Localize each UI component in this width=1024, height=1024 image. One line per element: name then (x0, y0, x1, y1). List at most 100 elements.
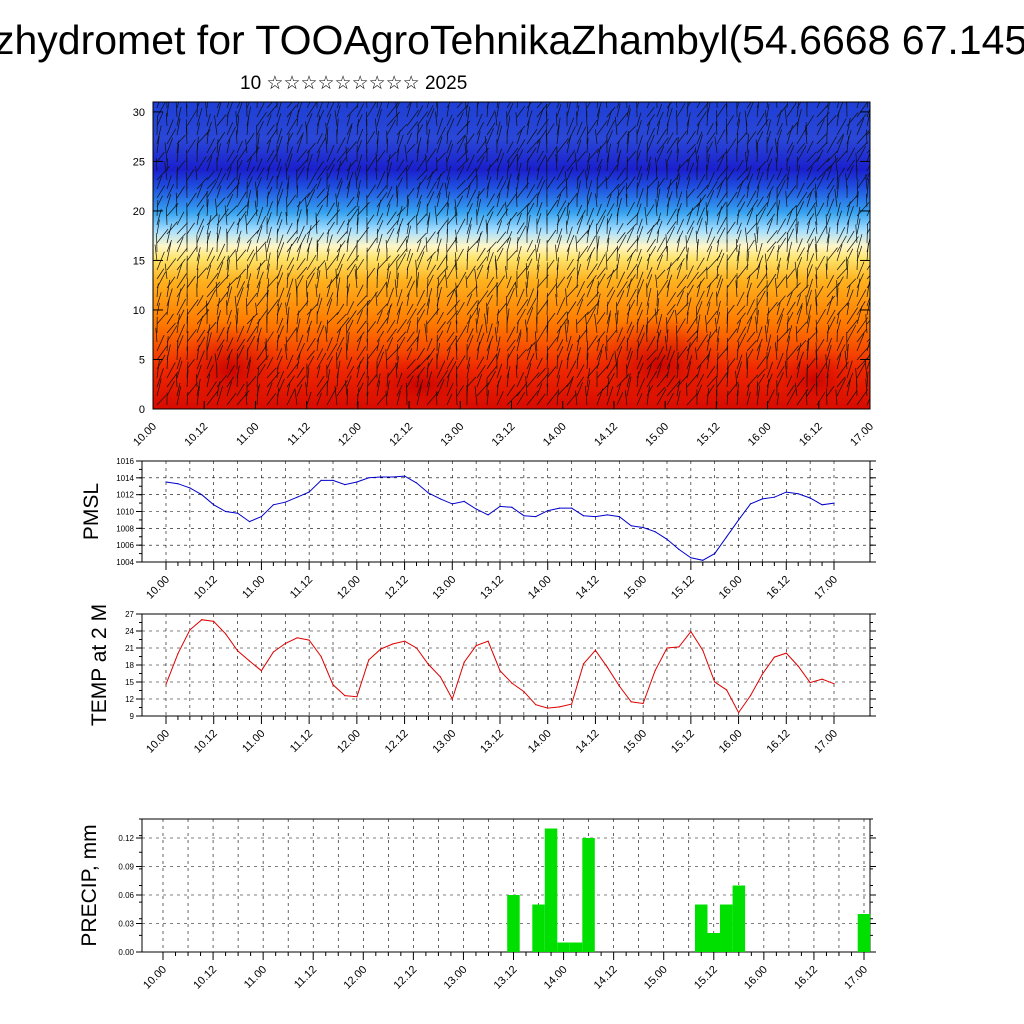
wind-vector (206, 255, 216, 271)
wind-vector (566, 377, 574, 397)
wind-vector (346, 264, 356, 280)
wind-vector (536, 176, 544, 190)
wind-vector (576, 104, 580, 118)
wind-vector (156, 358, 160, 379)
wind-vector (616, 102, 620, 109)
wind-vector (476, 102, 479, 109)
wind-vector (856, 251, 859, 271)
wind-vector (806, 269, 808, 289)
wind-vector (836, 170, 839, 190)
wind-vector (706, 245, 713, 262)
data-point (761, 673, 764, 675)
wind-vector (255, 144, 258, 163)
wind-vector (306, 267, 317, 280)
wind-vector (616, 189, 620, 208)
wind-vector (296, 366, 305, 379)
wind-vector (766, 246, 775, 262)
wind-vector (336, 104, 341, 118)
wind-vector (756, 243, 763, 262)
wind-vector (666, 292, 676, 307)
wind-vector (866, 129, 868, 145)
wind-vector (786, 388, 797, 406)
wind-vector (385, 390, 388, 406)
wind-vector (266, 278, 270, 298)
wind-vector (286, 375, 295, 388)
wind-vector (846, 230, 855, 244)
wind-vector (536, 107, 544, 127)
wind-vector (786, 385, 795, 397)
wind-vector (546, 146, 558, 163)
wind-vector (236, 160, 243, 172)
wind-vector (776, 392, 780, 406)
wind-vector (576, 270, 579, 289)
wind-vector (456, 218, 466, 235)
data-point (738, 712, 740, 714)
wind-vector (736, 133, 739, 154)
wind-vector (166, 242, 172, 262)
wind-vector (416, 213, 427, 226)
wind-vector (846, 319, 858, 334)
wind-vector (616, 310, 619, 325)
wind-vector (706, 227, 713, 244)
wind-vector (436, 248, 440, 262)
data-point (320, 479, 322, 481)
wind-vector (706, 132, 716, 145)
wind-vector (345, 380, 348, 397)
y-tick-label: 15 (125, 678, 134, 687)
wind-vector (766, 291, 768, 307)
wind-vector (666, 103, 670, 118)
wind-vector (676, 191, 683, 208)
wind-vector (426, 231, 436, 244)
wind-vector (176, 247, 188, 262)
wind-vector (806, 341, 810, 361)
wind-vector (856, 102, 860, 109)
wind-vector (226, 309, 232, 325)
wind-vector (206, 324, 211, 343)
data-point (559, 507, 561, 509)
wind-vector (646, 102, 650, 109)
wind-vector (526, 120, 530, 136)
wind-vector (406, 239, 408, 253)
wind-vector (676, 235, 681, 253)
wind-vector (616, 336, 626, 352)
wind-vector (576, 180, 581, 199)
wind-vector (516, 392, 525, 406)
wind-vector (296, 342, 305, 361)
wind-vector (175, 203, 178, 217)
wind-vector (496, 320, 500, 334)
wind-vector (526, 271, 529, 289)
wind-vector (336, 147, 349, 163)
wind-vector (756, 381, 758, 397)
wind-vector (566, 311, 569, 325)
data-point (833, 502, 835, 504)
wind-vector (656, 121, 661, 136)
wind-vector (836, 135, 844, 154)
wind-vector (646, 218, 661, 235)
wind-vector (506, 391, 521, 406)
wind-vector (626, 263, 638, 280)
wind-vector (276, 181, 283, 199)
wind-vector (336, 240, 346, 253)
wind-vector (326, 144, 335, 163)
wind-vector (606, 310, 612, 325)
x-tick-label: 10.12 (182, 421, 210, 449)
wind-vector (856, 379, 858, 397)
wind-vector (246, 249, 255, 262)
wind-vector (706, 292, 714, 307)
wind-vector (805, 121, 808, 136)
data-point (308, 639, 310, 641)
wind-vector (746, 360, 749, 379)
wind-vector (406, 194, 409, 208)
wind-vector (206, 264, 212, 280)
wind-vector (796, 303, 803, 316)
wind-vector (726, 138, 737, 154)
wind-vector (806, 253, 815, 271)
wind-vector (774, 138, 778, 154)
wind-vector (815, 372, 818, 388)
wind-vector (626, 108, 631, 127)
wind-vector (476, 332, 485, 352)
wind-vector (236, 179, 239, 199)
wind-vector (376, 131, 380, 145)
wind-vector (626, 227, 635, 244)
y-tick-label: 1010 (116, 508, 134, 517)
